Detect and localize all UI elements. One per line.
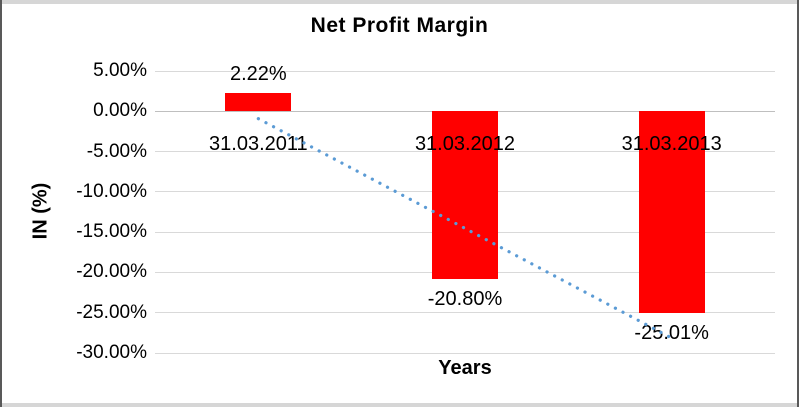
y-tick-label: -30.00% [76,342,147,363]
data-label: -25.01% [634,321,709,344]
chart-title: Net Profit Margin [310,14,489,37]
category-label: 31.03.2012 [414,133,516,156]
x-axis-title: Years [438,357,492,379]
y-tick-label: 5.00% [93,60,147,81]
y-tick-label: -20.00% [76,261,147,283]
frame-border-left [0,0,2,407]
frame-border-top [0,0,799,4]
data-label: 2.22% [229,63,287,86]
bar [225,93,292,112]
y-tick-label: -5.00% [86,140,147,162]
gridline [155,70,775,72]
category-label: 31.03.2011 [209,133,308,156]
y-tick-label: -25.00% [76,301,147,323]
frame-border-bottom [0,403,799,407]
y-tick-label: -10.00% [76,180,147,202]
category-label: 31.03.2013 [621,133,722,156]
frame-border-right [797,0,799,407]
gridline [155,352,775,354]
y-tick-label: -15.00% [76,221,147,243]
y-tick-label: 0.00% [93,100,147,122]
data-label: -20.80% [427,287,503,310]
